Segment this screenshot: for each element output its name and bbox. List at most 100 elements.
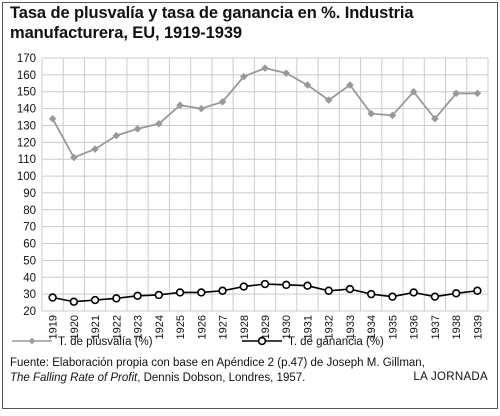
- point-plusvalia-1925: [176, 101, 184, 109]
- point-ganancia-1925: [175, 288, 185, 297]
- point-ganancia-1924: [154, 290, 164, 300]
- x-tick-label-1933: 1933: [345, 315, 357, 339]
- y-tick-label-80: 80: [23, 205, 36, 217]
- point-ganancia-1919: [48, 293, 57, 302]
- point-plusvalia-1926: [197, 104, 206, 113]
- point-plusvalia-1923: [133, 125, 142, 133]
- point-plusvalia-1937: [431, 114, 439, 123]
- point-ganancia-1930: [282, 280, 291, 290]
- y-tick-label-60: 60: [23, 239, 36, 251]
- point-ganancia-1936: [409, 288, 418, 297]
- source-line-2: The Falling Rate of Profit, Dennis Dobso…: [10, 371, 425, 386]
- point-ganancia-1939: [473, 286, 482, 295]
- y-tick-label-100: 100: [17, 171, 36, 183]
- point-ganancia-1929: [260, 279, 270, 289]
- y-tick-labels: 20 30 40 50 60 70 80 90 100 110 120 130 140 150 160 170: [17, 53, 36, 318]
- point-plusvalia-1928: [239, 72, 248, 81]
- x-tick-label-1939: 1939: [472, 315, 484, 339]
- x-tick-label-1938: 1938: [451, 315, 463, 339]
- point-ganancia-1923: [133, 291, 142, 301]
- y-tick-label-130: 130: [17, 120, 36, 132]
- point-ganancia-1938: [451, 289, 461, 298]
- point-ganancia-1932: [324, 286, 333, 295]
- y-tick-label-150: 150: [17, 87, 36, 99]
- point-ganancia-1928: [239, 282, 248, 291]
- y-tick-label-140: 140: [17, 104, 36, 116]
- point-plusvalia-1934: [367, 109, 375, 118]
- y-tick-label-20: 20: [23, 306, 36, 318]
- point-plusvalia-1936: [409, 87, 418, 96]
- x-tick-label-1934: 1934: [366, 315, 378, 339]
- series-plusvalia: [48, 64, 482, 162]
- point-plusvalia-1920: [70, 153, 78, 162]
- source-book-title: The Falling Rate of Profit: [10, 372, 138, 384]
- x-tick-label-1936: 1936: [409, 315, 421, 339]
- y-tick-label-30: 30: [23, 289, 36, 301]
- point-plusvalia-1929: [261, 64, 269, 72]
- y-tick-label-90: 90: [23, 188, 36, 200]
- source-publisher: , Dennis Dobson, Londres, 1957.: [137, 372, 306, 384]
- point-plusvalia-1931: [303, 81, 312, 89]
- point-ganancia-1931: [303, 281, 312, 290]
- point-plusvalia-1935: [388, 111, 397, 120]
- y-tick-label-160: 160: [17, 70, 36, 82]
- point-plusvalia-1927: [218, 98, 227, 106]
- legend-marker-plusvalia: [28, 337, 36, 345]
- x-tick-labels: 1919 1920 1921 1922 1923 1924 1925 1926 1927 1928…: [48, 315, 485, 339]
- x-tick-label-1932: 1932: [324, 315, 336, 339]
- source-line-1: Fuente: Elaboración propia con base en A…: [10, 357, 425, 369]
- y-tick-label-70: 70: [23, 222, 36, 234]
- x-tick-label-1935: 1935: [387, 315, 399, 339]
- point-ganancia-1921: [90, 295, 100, 305]
- x-tick-label-1921: 1921: [90, 315, 102, 339]
- point-ganancia-1934: [366, 289, 376, 299]
- y-tick-label-120: 120: [17, 137, 36, 149]
- series-ganancia: [48, 279, 482, 306]
- x-tick-label-1924: 1924: [154, 315, 166, 339]
- x-tick-label-1923: 1923: [133, 315, 145, 339]
- x-tick-label-1931: 1931: [302, 315, 314, 339]
- x-tick-label-1927: 1927: [218, 315, 230, 339]
- point-plusvalia-1933: [346, 81, 354, 89]
- credit-label: LA JORNADA: [413, 371, 488, 383]
- x-tick-label-1920: 1920: [69, 315, 81, 339]
- point-plusvalia-1932: [324, 96, 333, 104]
- point-ganancia-1937: [430, 292, 440, 301]
- point-ganancia-1922: [112, 294, 121, 303]
- point-plusvalia-1938: [452, 89, 460, 98]
- x-tick-label-1928: 1928: [239, 315, 251, 339]
- x-tick-label-1930: 1930: [281, 315, 293, 339]
- x-tick-label-1926: 1926: [196, 315, 208, 339]
- legend-label-1: T. de ganancia (%): [288, 336, 384, 348]
- legend-label-0: T. de plusvalía (%): [58, 336, 153, 348]
- point-ganancia-1933: [345, 284, 355, 294]
- point-ganancia-1926: [197, 288, 206, 297]
- point-ganancia-1927: [218, 286, 227, 295]
- point-ganancia-1920: [69, 297, 79, 306]
- x-tick-label-1929: 1929: [260, 315, 272, 339]
- x-tick-label-1937: 1937: [430, 315, 442, 339]
- point-plusvalia-1919: [48, 114, 57, 123]
- point-plusvalia-1930: [282, 69, 291, 77]
- chart-title: Tasa de plusvalía y tasa de ganancia en …: [10, 4, 414, 42]
- point-plusvalia-1939: [473, 89, 482, 98]
- grid-lines: [41, 57, 489, 312]
- figure-frame: [2, 2, 498, 409]
- point-ganancia-1935: [388, 292, 397, 301]
- series-line-0: [51, 67, 478, 159]
- legend: T. de plusvalía (%) T. de ganancia (%): [12, 336, 384, 348]
- y-tick-label-110: 110: [18, 154, 36, 166]
- y-tick-label-170: 170: [17, 53, 36, 65]
- x-tick-label-1925: 1925: [175, 315, 187, 339]
- legend-marker-ganancia: [257, 336, 267, 346]
- y-tick-label-40: 40: [23, 272, 36, 284]
- point-plusvalia-1924: [155, 120, 163, 128]
- point-plusvalia-1922: [112, 131, 121, 140]
- point-plusvalia-1921: [91, 145, 99, 153]
- x-tick-label-1919: 1919: [48, 315, 60, 339]
- y-tick-label-50: 50: [23, 255, 36, 267]
- source-note: Fuente: Elaboración propia con base en A…: [10, 356, 425, 386]
- x-tick-label-1922: 1922: [111, 315, 123, 339]
